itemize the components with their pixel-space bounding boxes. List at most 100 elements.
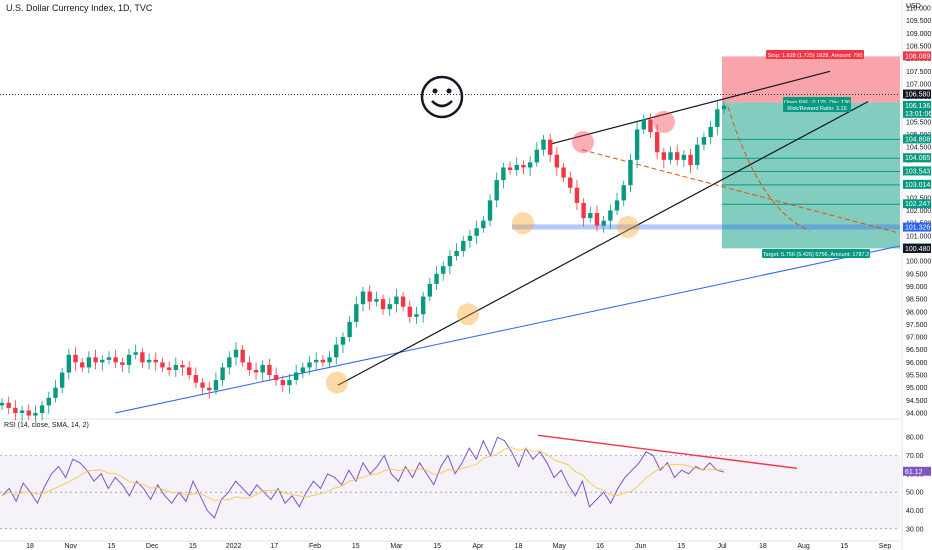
candle-body: [133, 352, 138, 355]
candle-body: [287, 380, 292, 386]
rsi-title: RSI (14, close, SMA, 14, 2): [4, 422, 89, 429]
candle-body: [547, 139, 553, 155]
price-tag-label: 103.014: [905, 182, 930, 189]
support-zone: [512, 224, 900, 230]
candle-body: [574, 187, 580, 203]
candle-body: [213, 380, 219, 391]
candle-body: [434, 273, 439, 284]
time-tick-label: Dec: [146, 543, 159, 550]
candle-body: [354, 304, 359, 322]
candle-body: [474, 228, 479, 236]
candle-body: [180, 364, 185, 368]
price-tag: [903, 153, 931, 163]
rsi-tick-label: 50.00: [906, 490, 924, 497]
candle-body: [447, 256, 453, 267]
candle-body: [273, 375, 279, 381]
price-tick-label: 107.000: [906, 81, 931, 88]
pivot-highlight-circle: [326, 371, 348, 394]
candle-body: [481, 220, 486, 229]
candle-body: [668, 152, 673, 160]
current-price-label: 106.136: [905, 103, 930, 110]
price-tick-label: 109.500: [906, 18, 931, 25]
candle-body: [347, 321, 352, 338]
candle-body: [514, 164, 519, 170]
candle-body: [200, 382, 205, 388]
price-tick-label: 96.500: [906, 347, 928, 354]
rsi-tick-label: 80.00: [906, 435, 924, 442]
price-tag: [903, 51, 931, 61]
candle-body: [280, 380, 285, 386]
price-tick-label: 98.000: [906, 309, 928, 316]
price-tag: [903, 89, 931, 99]
candle-body: [654, 132, 660, 153]
countdown-label: 13:01:06: [905, 111, 932, 118]
pivot-highlight-circle: [512, 212, 534, 235]
target-label-text: Target: 5.756 (5.426) 5756, Amount: 1787…: [763, 252, 869, 258]
rsi-ma-line: [1, 447, 725, 501]
candle-body: [240, 349, 245, 363]
stop-label-bg: [766, 50, 864, 59]
candle-body: [568, 177, 573, 188]
candle-body: [400, 296, 406, 307]
time-tick-label: Jul: [718, 543, 727, 550]
candle-body: [146, 359, 152, 363]
candle-body: [614, 200, 620, 211]
price-tag: [903, 222, 931, 232]
price-tick-label: 109.000: [906, 31, 931, 38]
stop-zone: [722, 56, 900, 103]
candle-body: [293, 372, 299, 381]
price-tick-label: 95.000: [906, 385, 928, 392]
candle-body: [193, 375, 199, 383]
current-price-tag: [903, 100, 931, 118]
candle-body: [701, 137, 707, 145]
candle-body: [367, 291, 372, 302]
price-tick-label: 102.000: [906, 208, 931, 215]
candle-body: [608, 210, 613, 221]
candle-body: [320, 359, 326, 363]
candle-body: [46, 397, 51, 406]
candle-body: [628, 159, 633, 186]
candle-body: [13, 407, 18, 413]
candle-body: [521, 164, 526, 168]
smiley-outline: [420, 75, 464, 119]
candle-body: [207, 387, 212, 391]
candle-body: [675, 152, 680, 160]
projection-curve: [727, 106, 811, 232]
pivot-highlight-circle: [457, 303, 479, 326]
candle-body: [106, 357, 112, 360]
candle-body: [407, 306, 412, 317]
candle-body: [314, 359, 319, 363]
candle-body: [588, 213, 593, 219]
price-tag-label: 104.808: [905, 136, 930, 143]
candle-body: [441, 266, 446, 274]
candle-body: [487, 200, 493, 221]
target-label-bg: [762, 249, 870, 258]
candle-body: [334, 344, 339, 358]
price-tag-label: 102.247: [905, 201, 930, 208]
candle-body: [33, 413, 38, 416]
stop-label-text: Stop: 1.828 (1.725) 1828, Amount: 790: [768, 53, 863, 59]
price-tick-label: 99.500: [906, 271, 928, 278]
candle-body: [186, 367, 192, 376]
candle-body: [554, 154, 560, 168]
candle-body: [126, 354, 132, 365]
rsi-line: [1, 436, 725, 519]
candle-body: [461, 240, 466, 251]
candle-body: [414, 314, 419, 317]
price-tag: [903, 134, 931, 144]
candle-body: [247, 362, 252, 370]
candle-body: [53, 387, 58, 398]
candle-body: [695, 144, 700, 165]
price-tick-label: 99.000: [906, 284, 928, 291]
time-tick-label: Apr: [472, 543, 484, 550]
candle-body: [621, 185, 626, 201]
candle-body: [394, 296, 399, 305]
candle-body: [327, 357, 332, 363]
candle-body: [140, 352, 145, 363]
rsi-divergence-line: [537, 434, 798, 470]
price-tag-label: 103.543: [905, 168, 930, 175]
rsi-tick-label: 40.00: [906, 508, 924, 515]
price-tick-label: 98.500: [906, 297, 928, 304]
rsi-tick-label: 70.00: [906, 453, 924, 460]
